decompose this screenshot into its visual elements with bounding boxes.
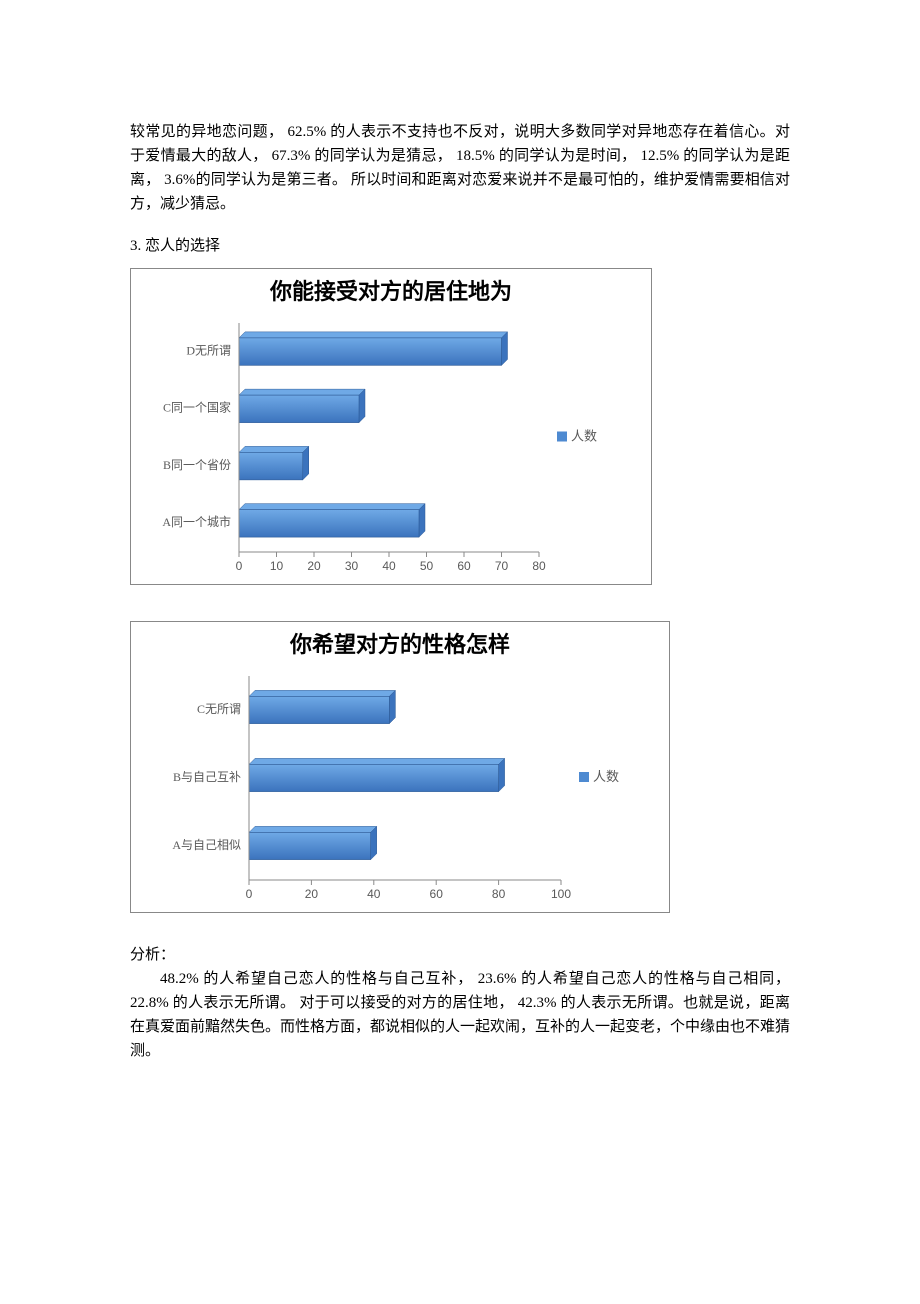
bar-top-face (249, 826, 377, 832)
bar-side-face (502, 332, 508, 365)
x-tick-label: 20 (305, 887, 319, 901)
bar-top-face (249, 758, 505, 764)
x-tick-label: 30 (345, 559, 359, 573)
legend-label: 人数 (571, 429, 597, 444)
legend-marker (579, 772, 589, 782)
category-label: A与自己相似 (172, 838, 241, 852)
x-tick-label: 60 (457, 559, 471, 573)
bar (239, 338, 502, 365)
chart-1-container: 你能接受对方的居住地为 A同一个城市 B同一个省份 C同一个国家 D无所谓 0 10 20 30… (130, 266, 790, 619)
page: 较常见的异地恋问题， 62.5% 的人表示不支持也不反对，说明大多数同学对异地恋… (0, 0, 920, 1281)
chart-title: 你希望对方的性格怎样 (289, 632, 510, 657)
x-tick-label: 10 (270, 559, 284, 573)
category-label: A同一个城市 (162, 514, 231, 529)
bar (249, 832, 371, 859)
category-label: B同一个省份 (163, 458, 231, 472)
bar-side-face (359, 389, 365, 422)
category-label: D无所谓 (186, 343, 231, 357)
bar-side-face (371, 826, 377, 859)
x-tick-label: 0 (236, 559, 243, 573)
legend-label: 人数 (593, 769, 619, 784)
bar (239, 510, 419, 537)
x-tick-label: 80 (492, 887, 506, 901)
bar-side-face (303, 446, 309, 479)
chart-title: 你能接受对方的居住地为 (269, 279, 512, 304)
intro-paragraph: 较常见的异地恋问题， 62.5% 的人表示不支持也不反对，说明大多数同学对异地恋… (130, 120, 790, 216)
analysis-heading: 分析： (130, 943, 790, 967)
bar-top-face (249, 690, 395, 696)
x-tick-label: 70 (495, 559, 509, 573)
bar-top-face (239, 504, 425, 510)
x-tick-label: 40 (367, 887, 381, 901)
category-label: B与自己互补 (173, 770, 241, 784)
x-tick-label: 50 (420, 559, 434, 573)
x-tick-label: 20 (307, 559, 321, 573)
x-tick-label: 0 (246, 887, 253, 901)
x-tick-label: 60 (430, 887, 444, 901)
chart-1: 你能接受对方的居住地为 A同一个城市 B同一个省份 C同一个国家 D无所谓 0 10 20 30… (130, 268, 652, 585)
chart-2-container: 你希望对方的性格怎样 A与自己相似 B与自己互补 C无所谓 0 20 40 60 80 100 人数 (130, 619, 790, 943)
bar-side-face (419, 504, 425, 537)
legend-marker (557, 432, 567, 442)
chart-svg: 你希望对方的性格怎样 A与自己相似 B与自己互补 C无所谓 0 20 40 60 80 100 人数 (131, 622, 669, 912)
bar-side-face (499, 758, 505, 791)
category-label: C同一个国家 (163, 400, 231, 415)
bar (239, 452, 303, 479)
x-tick-label: 80 (532, 559, 546, 573)
bar-top-face (239, 446, 309, 452)
category-label: C无所谓 (197, 702, 241, 716)
bar (249, 764, 499, 791)
section-3-heading: 3. 恋人的选择 (130, 234, 790, 258)
bar (239, 395, 359, 422)
x-tick-label: 100 (551, 887, 571, 901)
bar-top-face (239, 389, 365, 395)
chart-2: 你希望对方的性格怎样 A与自己相似 B与自己互补 C无所谓 0 20 40 60 80 100 人数 (130, 621, 670, 913)
analysis-paragraph: 48.2% 的人希望自己恋人的性格与自己互补， 23.6% 的人希望自己恋人的性… (130, 967, 790, 1063)
bar-top-face (239, 332, 508, 338)
bar-side-face (389, 690, 395, 723)
bar (249, 696, 389, 723)
x-tick-label: 40 (382, 559, 396, 573)
chart-svg: 你能接受对方的居住地为 A同一个城市 B同一个省份 C同一个国家 D无所谓 0 10 20 30… (131, 269, 651, 584)
